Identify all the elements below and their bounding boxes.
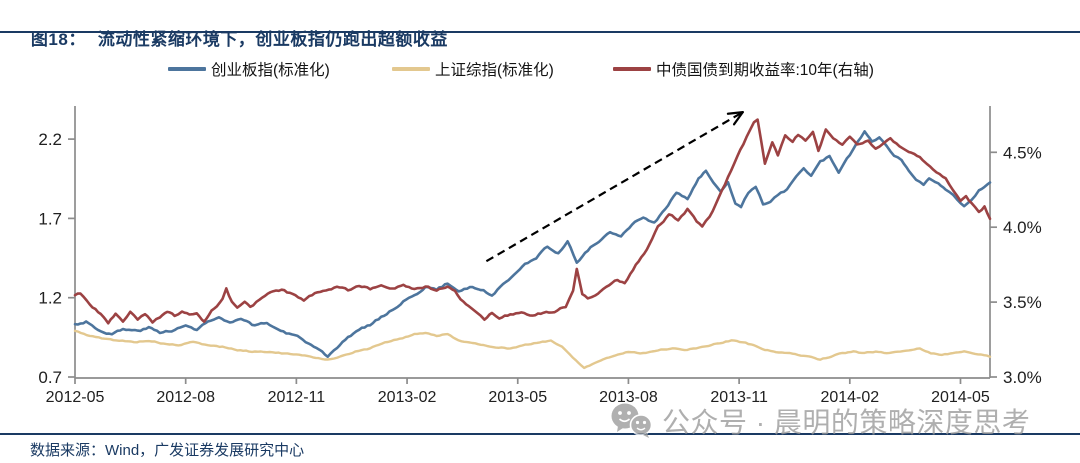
x-tick-label: 2012-05 [46, 389, 105, 406]
figure-number: 图18： [30, 30, 86, 49]
trend-arrow-head [726, 111, 744, 115]
legend-label: 中债国债到期收益率:10年(右轴) [656, 62, 874, 79]
series-line-2 [73, 118, 992, 325]
x-tick-label: 2012-08 [156, 389, 215, 406]
data-source: 数据来源：Wind，广发证券发展研究中心 [30, 442, 305, 459]
bottom-divider [0, 433, 1080, 435]
trend-arrow-head [732, 111, 744, 126]
y-right-tick-label: 4.5% [1003, 143, 1042, 162]
top-divider [0, 31, 1080, 33]
y-left-tick-label: 1.7 [38, 209, 62, 228]
y-right-tick-label: 4.0% [1003, 218, 1042, 237]
x-tick-label: 2013-11 [710, 389, 768, 406]
x-tick-label: 2012-11 [268, 389, 326, 406]
legend-line-swatch-blue [168, 67, 206, 71]
series-line-1 [73, 329, 992, 370]
legend-label: 上证综指(标准化) [435, 62, 554, 79]
y-left-tick-label: 2.2 [38, 130, 62, 149]
legend-line-swatch-red [613, 67, 651, 71]
x-tick-label: 2013-05 [488, 389, 547, 406]
series-line-0 [73, 130, 992, 358]
y-left-tick-label: 0.7 [38, 368, 62, 387]
x-tick-label: 2014-02 [820, 389, 879, 406]
trend-arrow-shaft [485, 111, 744, 263]
legend-item-chinext: 创业板指(标准化) [168, 58, 330, 80]
legend-item-shcomp: 上证综指(标准化) [392, 58, 554, 80]
x-tick-label: 2013-08 [599, 389, 658, 406]
x-tick-label: 2013-02 [378, 389, 437, 406]
y-right-tick-label: 3.5% [1003, 293, 1042, 312]
legend-line-swatch-tan [392, 67, 430, 71]
figure-title: 图18： 流动性紧缩环境下，创业板指仍跑出超额收益 [10, 5, 448, 70]
legend-item-bond-yield: 中债国债到期收益率:10年(右轴) [613, 58, 874, 80]
figure-title-text: 流动性紧缩环境下，创业板指仍跑出超额收益 [97, 30, 448, 49]
y-left-tick-label: 1.2 [38, 289, 62, 308]
chart-legend: 创业板指(标准化) 上证综指(标准化) 中债国债到期收益率:10年(右轴) [0, 58, 1080, 80]
legend-label: 创业板指(标准化) [211, 62, 330, 79]
x-tick-label: 2014-05 [931, 389, 990, 406]
y-right-tick-label: 3.0% [1003, 368, 1042, 387]
